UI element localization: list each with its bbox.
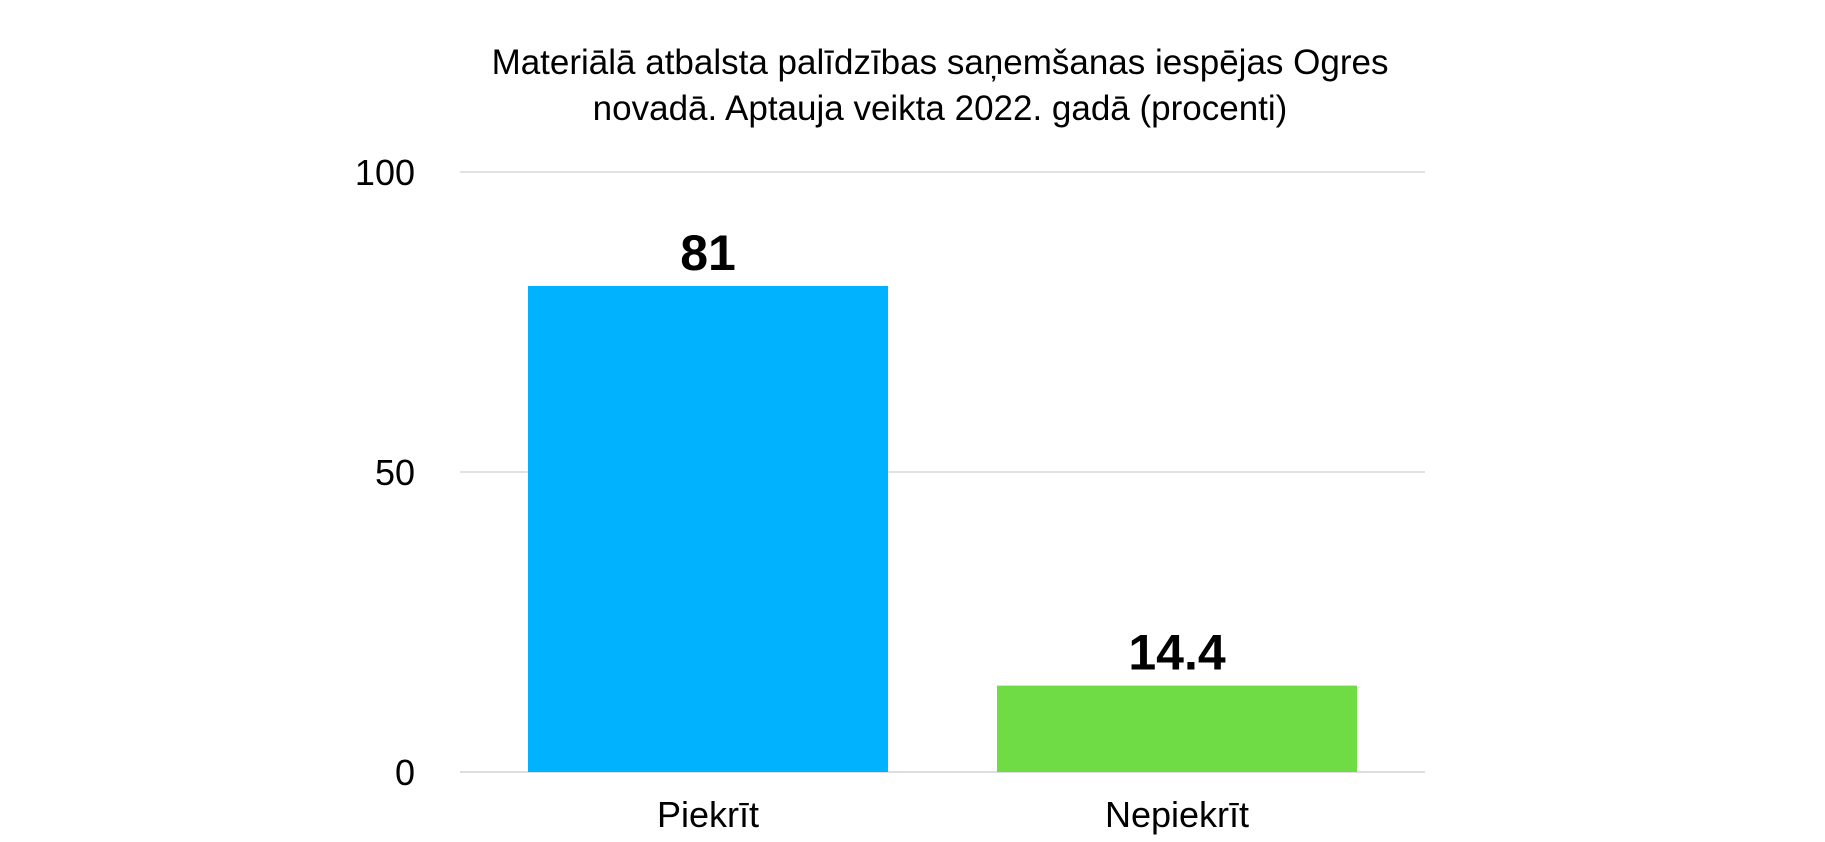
data-labels: 81 14.4 bbox=[680, 225, 1226, 681]
data-label-piekrīt: 81 bbox=[680, 225, 736, 281]
x-category-label-piekrīt: Piekrīt bbox=[657, 794, 759, 835]
data-label-nepiekrīt: 14.4 bbox=[1128, 625, 1226, 681]
x-axis-category-labels: Piekrīt Nepiekrīt bbox=[657, 794, 1249, 835]
bars bbox=[528, 286, 1357, 772]
bar-nepiekrīt bbox=[997, 685, 1357, 772]
bar-piekrīt bbox=[528, 286, 888, 772]
y-tick-label-100: 100 bbox=[355, 152, 415, 193]
y-axis-tick-labels: 0 50 100 bbox=[355, 152, 415, 793]
y-tick-label-0: 0 bbox=[395, 752, 415, 793]
y-tick-label-50: 50 bbox=[375, 452, 415, 493]
x-category-label-nepiekrīt: Nepiekrīt bbox=[1105, 794, 1249, 835]
chart-title-line-2: novadā. Aptauja veikta 2022. gadā (proce… bbox=[593, 89, 1288, 128]
chart-title-line-1: Materiālā atbalsta palīdzības saņemšanas… bbox=[492, 43, 1389, 82]
